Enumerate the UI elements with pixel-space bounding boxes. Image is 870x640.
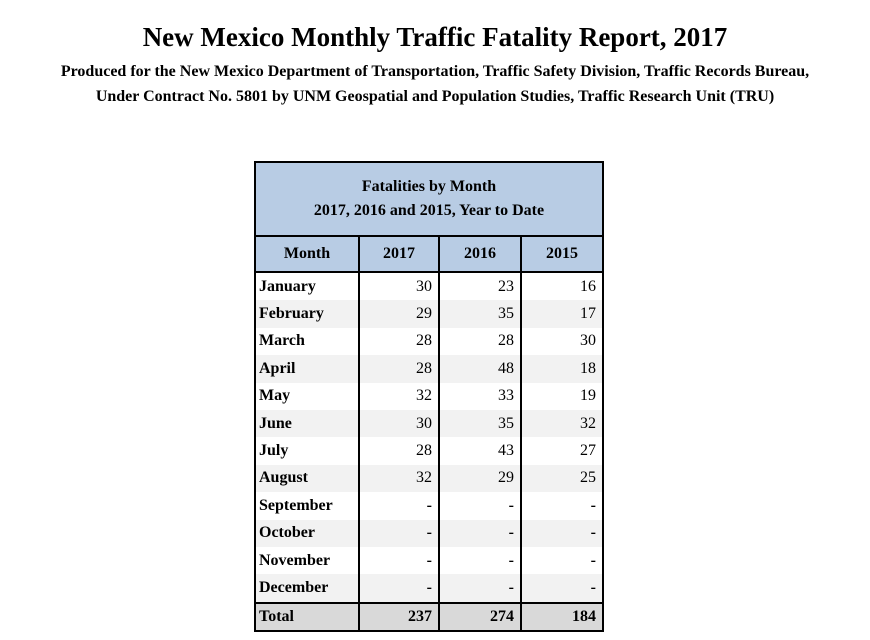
cell-2016: - <box>438 546 522 575</box>
total-2015: 184 <box>520 601 604 632</box>
cell-2015: - <box>520 574 604 603</box>
cell-month: May <box>254 382 360 410</box>
cell-month: June <box>254 409 360 438</box>
cell-2015: 27 <box>520 437 604 465</box>
table-row: July 28 43 27 <box>254 437 604 465</box>
cell-month: March <box>254 327 360 356</box>
cell-month: February <box>254 300 360 328</box>
cell-2016: 28 <box>438 327 522 356</box>
cell-2017: - <box>358 574 440 603</box>
cell-2016: 35 <box>438 409 522 438</box>
report-subtitle-line1: Produced for the New Mexico Department o… <box>60 63 810 80</box>
cell-2015: 25 <box>520 464 604 493</box>
fatalities-table: Fatalities by Month 2017, 2016 and 2015,… <box>254 161 604 632</box>
cell-2016: 23 <box>438 272 522 301</box>
cell-2017: 28 <box>358 437 440 465</box>
table-row: January 30 23 16 <box>254 272 604 301</box>
table-row: October - - - <box>254 519 604 547</box>
report-subtitle-line2: Under Contract No. 5801 by UNM Geospatia… <box>95 88 775 105</box>
table-row: September - - - <box>254 492 604 520</box>
cell-2017: 30 <box>358 409 440 438</box>
cell-2017: 32 <box>358 464 440 493</box>
cell-2017: - <box>358 519 440 547</box>
column-header-2016: 2016 <box>438 235 522 273</box>
cell-month: April <box>254 355 360 383</box>
cell-2015: 30 <box>520 327 604 356</box>
total-2017: 237 <box>358 601 440 632</box>
cell-2015: 32 <box>520 409 604 438</box>
caption-line1: Fatalities by Month <box>361 178 497 195</box>
column-header-month: Month <box>254 235 360 273</box>
cell-2017: 32 <box>358 382 440 410</box>
cell-2016: 48 <box>438 355 522 383</box>
cell-2016: 33 <box>438 382 522 410</box>
cell-month: January <box>254 272 360 301</box>
table-row: April 28 48 18 <box>254 355 604 383</box>
cell-2016: - <box>438 492 522 520</box>
cell-2015: 18 <box>520 355 604 383</box>
total-2016: 274 <box>438 601 522 632</box>
cell-2015: 19 <box>520 382 604 410</box>
cell-2016: - <box>438 574 522 603</box>
cell-month: November <box>254 546 360 575</box>
caption-line2: 2017, 2016 and 2015, Year to Date <box>313 202 545 219</box>
table-row: November - - - <box>254 546 604 575</box>
cell-month: September <box>254 492 360 520</box>
table-caption: Fatalities by Month 2017, 2016 and 2015,… <box>254 161 604 237</box>
table-row: August 32 29 25 <box>254 464 604 493</box>
cell-2017: 29 <box>358 300 440 328</box>
cell-2016: 29 <box>438 464 522 493</box>
cell-2015: 16 <box>520 272 604 301</box>
cell-2015: - <box>520 519 604 547</box>
cell-month: December <box>254 574 360 603</box>
cell-2017: - <box>358 492 440 520</box>
cell-2017: 28 <box>358 355 440 383</box>
column-header-row: Month 2017 2016 2015 <box>254 235 604 273</box>
table-row: May 32 33 19 <box>254 382 604 410</box>
table-row: December - - - <box>254 574 604 603</box>
cell-month: October <box>254 519 360 547</box>
cell-2016: - <box>438 519 522 547</box>
total-row: Total 237 274 184 <box>254 601 604 632</box>
report-title: New Mexico Monthly Traffic Fatality Repo… <box>142 22 728 52</box>
column-header-2017: 2017 <box>358 235 440 273</box>
column-header-2015: 2015 <box>520 235 604 273</box>
cell-2017: - <box>358 546 440 575</box>
cell-2015: 17 <box>520 300 604 328</box>
cell-2015: - <box>520 546 604 575</box>
cell-month: July <box>254 437 360 465</box>
cell-2017: 30 <box>358 272 440 301</box>
total-label: Total <box>254 601 360 632</box>
table-row: June 30 35 32 <box>254 409 604 438</box>
cell-month: August <box>254 464 360 493</box>
cell-2016: 43 <box>438 437 522 465</box>
table-row: March 28 28 30 <box>254 327 604 356</box>
cell-2016: 35 <box>438 300 522 328</box>
table-row: February 29 35 17 <box>254 300 604 328</box>
cell-2017: 28 <box>358 327 440 356</box>
cell-2015: - <box>520 492 604 520</box>
